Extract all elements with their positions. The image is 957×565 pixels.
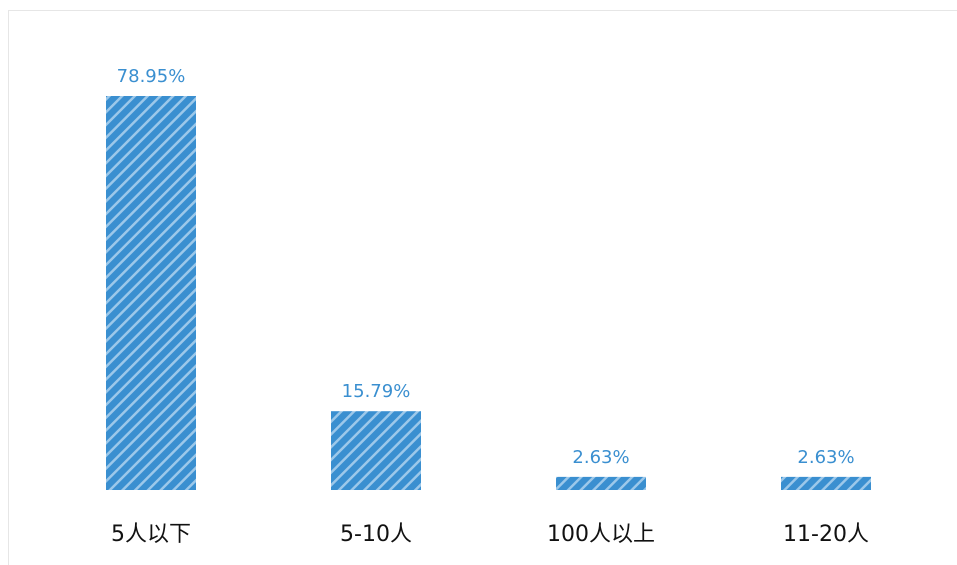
bar-2	[556, 476, 646, 490]
bar-1	[331, 411, 421, 490]
bar-0	[106, 96, 196, 490]
category-labels-layer: 5人以下 5-10人 100人以上 11-20人	[111, 522, 869, 547]
bar-3	[781, 476, 871, 490]
value-labels-layer: 78.95% 15.79% 2.63% 2.63%	[117, 66, 855, 468]
chart-frame	[8, 10, 957, 565]
bar-value-label-0: 78.95%	[117, 66, 186, 87]
bar-value-label-2: 2.63%	[572, 447, 629, 468]
category-label-0: 5人以下	[111, 522, 191, 547]
category-label-3: 11-20人	[783, 522, 869, 547]
category-label-2: 100人以上	[547, 522, 655, 547]
category-label-1: 5-10人	[340, 522, 412, 547]
bar-value-label-3: 2.63%	[797, 447, 854, 468]
bars-layer	[106, 96, 871, 490]
bar-value-label-1: 15.79%	[342, 381, 411, 402]
